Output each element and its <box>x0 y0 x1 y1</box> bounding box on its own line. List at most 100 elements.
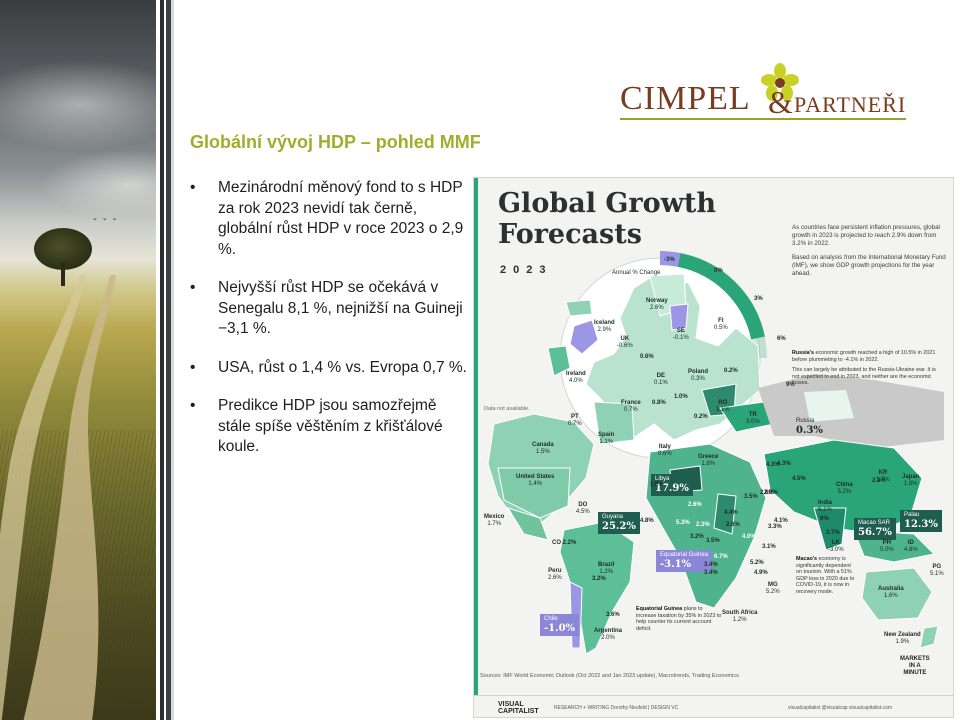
value-label: 4.1% <box>774 518 788 524</box>
country-label-ro: RO 3.1% <box>716 400 730 413</box>
value-label: 2.0% <box>764 490 778 496</box>
legend-tick: 9% <box>786 382 795 388</box>
country-label-kr: KR 1.7% <box>876 470 890 483</box>
country-label-de: DE 0.1% <box>654 373 668 386</box>
infographic-intro: As countries face persistent inflation p… <box>792 224 948 284</box>
country-label-chile: Chile -1.0% <box>540 614 580 636</box>
visual-capitalist-logo: VISUAL CAPITALIST <box>498 701 539 715</box>
country-label-canada: Canada 1.5% <box>532 442 554 455</box>
bullet-dot-icon: • <box>190 279 196 296</box>
country-label-brazil: Brazil 1.2% <box>598 562 615 575</box>
value-label: 3.5% <box>706 538 720 544</box>
value-label: 1.6% <box>650 482 664 488</box>
infographic-footer: VISUAL CAPITALIST RESEARCH + WRITING Doro… <box>474 695 953 717</box>
value-label: 3.4% <box>704 562 718 568</box>
no-data-note: Data not available. <box>484 406 530 412</box>
country-label-australia: Australia 1.6% <box>878 586 904 599</box>
country-label-france: France 0.7% <box>621 400 641 413</box>
tree-trunk <box>61 262 65 286</box>
logo-ampersand: & <box>768 84 793 120</box>
value-label: 5.2% <box>750 560 764 566</box>
infographic-title: Global Growth Forecasts <box>498 188 716 250</box>
landscape-photo: ⌄ ⌄ ⌄ <box>0 0 156 720</box>
macao-callout: Macao's economy is significantly depende… <box>796 556 858 596</box>
growth-forecast-infographic: Global Growth Forecasts 2023 As countrie… <box>473 177 954 718</box>
callout-bold: Russia's <box>792 350 814 356</box>
value-label: 0.2% <box>694 414 708 420</box>
country-label-libya: Libya 17.9% <box>651 474 693 496</box>
country-label-uk: UK -0.6% <box>617 336 633 349</box>
country-label-id: ID 4.8% <box>904 540 918 553</box>
decor-stripe <box>171 0 174 720</box>
value-label: 2.8% <box>872 478 886 484</box>
credits-text: RESEARCH + WRITING Dorothy Neufeld | DES… <box>554 705 679 711</box>
accent-bar <box>474 178 478 717</box>
callout-text: This can largely be attributed to the Ru… <box>792 367 936 387</box>
value-label: 3.2% <box>690 534 704 540</box>
country-label-new-zealand: New Zealand 1.9% <box>884 632 921 645</box>
country-label-us: United States 1.4% <box>516 474 555 487</box>
callout-bold: Macao's <box>796 556 818 562</box>
country-label-do: DO 4.5% <box>576 502 590 515</box>
value-label: 2.6% <box>688 502 702 508</box>
value-label: 4.3% <box>777 461 791 467</box>
country-label-macao: Macao SAR 56.7% <box>854 518 896 540</box>
country-label-ph: PH 5.0% <box>880 540 894 553</box>
value-label: 3.5% <box>744 494 758 500</box>
value-label: 4.8% <box>640 518 654 524</box>
country-label-iceland: Iceland 2.9% <box>594 320 615 333</box>
country-label-russia: Russia 0.3% <box>796 418 823 436</box>
legend-tick: 0% <box>714 268 723 274</box>
equatorial-guinea-callout: Equatorial Guinea plans to increase taxa… <box>636 606 722 632</box>
legend-tick: -3% <box>664 257 675 263</box>
bullet-dot-icon: • <box>190 179 196 196</box>
value-label: 6.7% <box>714 554 728 560</box>
cloud <box>40 150 156 220</box>
world-map <box>487 251 944 655</box>
country-label-japan: Japan 1.8% <box>902 474 920 487</box>
intro-paragraph: Based on analysis from the International… <box>792 254 946 277</box>
value-label: 2.6% <box>726 522 740 528</box>
logo-partners-text: PARTNEŘI <box>794 92 907 117</box>
country-label-poland: Poland 0.3% <box>688 369 709 382</box>
country-label-pt: PT 0.7% <box>568 414 582 427</box>
cloud <box>0 60 156 150</box>
legend-tick: 6% <box>777 336 786 342</box>
country-label-palau: Palau 12.3% <box>900 510 942 532</box>
legend-tick: 3% <box>754 296 763 302</box>
value-label: 4.4% <box>724 510 738 516</box>
country-label-spain: Spain 1.1% <box>598 432 615 445</box>
social-links: visualcapitalist @visualcap visualcapita… <box>788 705 893 711</box>
value-label: 3.6% <box>606 612 620 618</box>
country-label-lk: LK -3.0% <box>828 540 844 553</box>
value-label: 3.2% <box>592 576 606 582</box>
country-label-fi: FI 0.5% <box>714 318 728 331</box>
flower-logo-icon <box>761 63 799 101</box>
bullet-list: • Mezinárodní měnový fond to s HDP za rok… <box>190 178 472 476</box>
value-label: 2.3% <box>696 522 710 528</box>
country-label-equatorial-guinea: Equatorial Guinea -3.1% <box>656 550 713 572</box>
bullet-dot-icon: • <box>190 358 196 376</box>
country-label-argentina: Argentina 2.0% <box>594 628 623 641</box>
infographic-year: 2023 <box>500 264 553 276</box>
decor-stripe <box>156 0 160 720</box>
value-label: 1.0% <box>674 394 688 400</box>
bullet-item: • Mezinárodní měnový fond to s HDP za rok… <box>190 178 472 260</box>
birds-icon: ⌄ ⌄ ⌄ <box>92 215 119 222</box>
country-label-italy: Italy 0.6% <box>658 444 672 457</box>
value-label: 4.0% <box>742 534 756 540</box>
bullet-item: • USA, růst o 1,4 % vs. Evropa 0,7 %. <box>190 358 472 379</box>
callout-text: economic growth reached a high of 10.5% … <box>792 350 936 363</box>
country-label-pg: PG 5.1% <box>930 564 944 577</box>
bullet-item: • Nejvyšší růst HDP se očekává v Senegalu… <box>190 278 472 340</box>
country-label-norway: Norway 2.6% <box>646 298 668 311</box>
value-label: 4.3% <box>766 462 780 468</box>
country-label-india: India 6.1% <box>818 500 833 513</box>
country-label-greece: Greece 1.8% <box>698 454 719 467</box>
legend-title: Annual % Change <box>612 270 661 276</box>
source-note: Sources: IMF World Economic Outlook (Oct… <box>480 673 739 679</box>
value-label: 4.5% <box>792 476 806 482</box>
russia-callout: Russia's economic growth reached a high … <box>792 350 944 387</box>
callout-bold: Equatorial Guinea <box>636 606 683 612</box>
callout-text: economy is significantly dependent on to… <box>796 556 855 595</box>
